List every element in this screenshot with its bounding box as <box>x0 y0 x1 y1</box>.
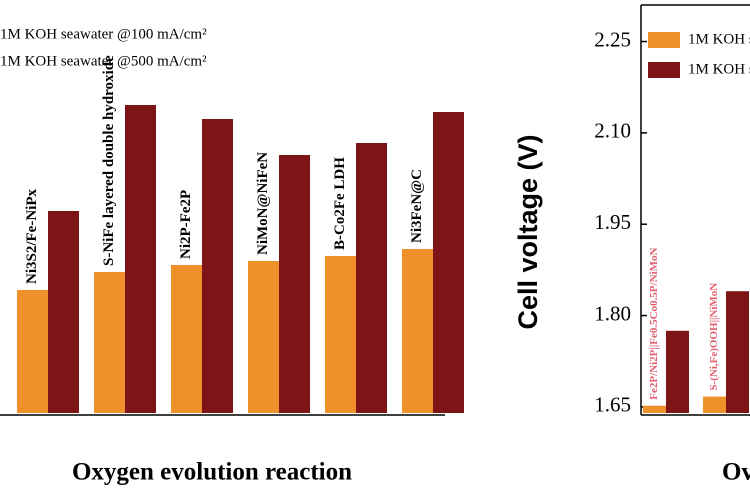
bar <box>402 249 433 413</box>
bar <box>666 330 689 413</box>
bar <box>17 290 48 413</box>
y-tick-label: 2.25 <box>594 27 631 51</box>
bar <box>171 265 202 413</box>
legend-swatch <box>648 62 680 78</box>
category-label: S-(Ni,Fe)OOH||NiMoN <box>708 283 720 391</box>
category-label: B-Co2Fe LDH <box>332 157 348 250</box>
y-tick-label: 2.10 <box>594 119 631 143</box>
bar <box>703 396 726 413</box>
bar <box>643 405 666 413</box>
bar <box>94 272 125 413</box>
legend-swatch <box>648 32 680 48</box>
y-tick-label: 1.65 <box>594 393 631 417</box>
legend-label: 1M KOH seawater @500 mA/cm² <box>0 53 207 69</box>
bar <box>279 155 310 413</box>
legend-label: 1M KOH seawater @100 mA/cm² <box>688 31 750 47</box>
chart-title: Oxygen evolution reaction <box>72 459 352 486</box>
bar <box>356 143 387 413</box>
category-label: Fe2P/Ni2P||Fe0.5Co0.5P/NiMoN <box>648 248 660 400</box>
legend-label: 1M KOH seawater @100 mA/cm² <box>0 26 207 42</box>
bar <box>726 291 749 413</box>
category-label: Ni3S2/Fe-NiPx <box>24 189 40 284</box>
bar <box>433 112 464 413</box>
bar <box>125 105 156 413</box>
bar <box>202 119 233 413</box>
y-tick-label: 1.95 <box>594 210 631 234</box>
bar <box>48 211 79 413</box>
bar <box>325 256 356 413</box>
chart-title: Overall water splitting <box>722 459 750 486</box>
y-tick-label: 1.80 <box>594 301 631 325</box>
category-label: NiMoN@NiFeN <box>255 152 271 255</box>
legend-label: 1M KOH seawater @500 mA/cm² <box>688 61 750 77</box>
y-axis-label: Cell voltage (V) <box>513 134 543 329</box>
category-label: S-NiFe layered double hydroxide <box>101 55 117 266</box>
bar <box>248 261 279 413</box>
category-label: Ni3FeN@C <box>409 169 425 243</box>
category-label: Ni2P-Fe2P <box>178 190 194 259</box>
